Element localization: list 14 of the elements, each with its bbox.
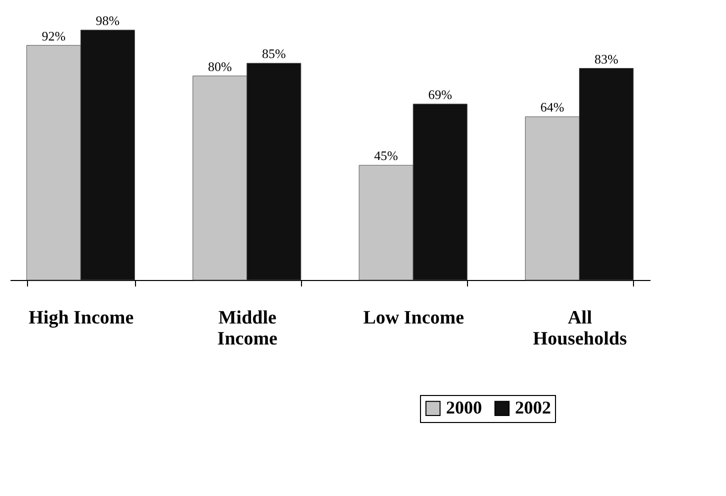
legend-label: 2000 — [446, 397, 482, 418]
data-label: 98% — [96, 13, 120, 28]
data-label: 45% — [374, 148, 398, 164]
data-label: 80% — [208, 58, 232, 74]
legend-label: 2002 — [515, 397, 551, 418]
data-label: 85% — [262, 46, 286, 62]
data-label: 64% — [540, 100, 564, 115]
data-label: 92% — [42, 28, 66, 44]
data-label: 83% — [594, 51, 618, 66]
x-tick-label: High Income — [28, 308, 134, 328]
x-tick-label: Low Income — [363, 308, 464, 328]
x-tick-label: Middle Income — [217, 308, 278, 350]
data-label: 69% — [428, 86, 452, 102]
x-tick-label: All Households — [532, 308, 627, 350]
